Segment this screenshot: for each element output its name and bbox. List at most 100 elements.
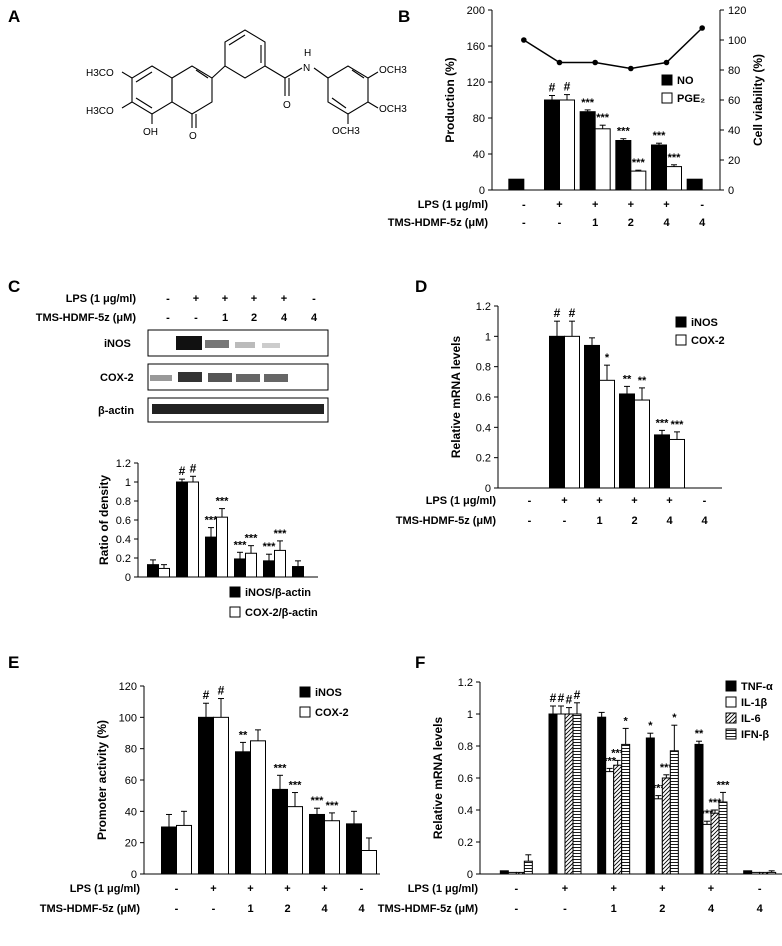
condition-lps-value: - <box>700 199 704 211</box>
significance-label: *** <box>717 779 731 791</box>
blot-label-inos: iNOS <box>104 338 131 350</box>
y-tick-label: 40 <box>473 149 485 161</box>
y-axis-title: Relative mRNA levels <box>431 717 445 840</box>
legend-swatch <box>661 74 673 86</box>
bar <box>161 826 177 875</box>
legend-swatch <box>725 680 737 692</box>
condition-tms-value: 2 <box>251 312 257 324</box>
condition-tms-value: 2 <box>631 515 637 527</box>
band-cox2-2 <box>178 372 202 382</box>
viability-point <box>592 59 598 66</box>
bar <box>584 344 600 489</box>
condition-label-lps: LPS (1 μg/ml) <box>66 293 137 305</box>
band-inos-5 <box>262 343 280 348</box>
significance-label: * <box>648 720 653 732</box>
condition-tms-value: - <box>522 217 526 229</box>
significance-label: # <box>550 691 557 705</box>
bar <box>324 820 340 875</box>
significance-label: * <box>624 715 629 727</box>
y-tick-label: 40 <box>125 806 137 818</box>
condition-lps-value: + <box>321 883 327 895</box>
significance-label: *** <box>205 515 219 527</box>
bar <box>718 801 728 875</box>
panel-label-e: E <box>8 653 19 672</box>
bar <box>702 823 712 875</box>
condition-lps-value: + <box>561 495 567 507</box>
y-tick-label: 0 <box>131 869 137 881</box>
condition-tms-value: - <box>528 515 532 527</box>
condition-tms-value: - <box>166 312 170 324</box>
benzene-ring-c <box>327 65 369 115</box>
condition-tms-value: 4 <box>321 903 328 915</box>
significance-label: # <box>203 688 210 702</box>
significance-label: *** <box>596 112 610 124</box>
significance-label: # <box>566 693 573 707</box>
chemical-structure <box>121 29 379 128</box>
bar <box>499 870 509 875</box>
condition-label-tms: TMS-HDMF-5z (μM) <box>40 903 141 915</box>
bar <box>287 806 303 875</box>
condition-lps-value: - <box>360 883 364 895</box>
viability-point <box>556 59 563 66</box>
significance-label: *** <box>632 157 646 169</box>
chem-group-n: N <box>303 63 310 74</box>
legend-label: COX-2 <box>691 335 725 347</box>
y-tick-label: 1 <box>485 331 491 343</box>
condition-tms-value: 1 <box>611 903 617 915</box>
legend-label: COX-2/β-actin <box>245 607 318 619</box>
condition-tms-value: - <box>563 903 567 915</box>
significance-label: ** <box>695 728 704 740</box>
y-tick-label: 200 <box>467 5 485 17</box>
condition-lps-value: + <box>659 883 665 895</box>
bar <box>666 166 682 191</box>
condition-tms-value: - <box>563 515 567 527</box>
y-tick-label: 0.4 <box>116 534 131 546</box>
condition-lps-value: - <box>312 293 316 305</box>
bar <box>361 850 377 875</box>
bar <box>572 713 582 875</box>
bar <box>508 178 525 191</box>
condition-lps-value: + <box>556 199 562 211</box>
y2-axis-title: Cell viability (%) <box>751 54 765 146</box>
condition-tms-value: - <box>175 903 179 915</box>
bar <box>619 393 635 489</box>
legend-label: COX-2 <box>315 707 349 719</box>
legend-swatch <box>229 586 241 598</box>
legend-swatch <box>725 696 737 708</box>
legend-swatch <box>229 606 241 618</box>
significance-label: *** <box>274 528 288 540</box>
legend-swatch <box>675 316 687 328</box>
condition-lps-value: + <box>193 293 199 305</box>
condition-lps-value: + <box>247 883 253 895</box>
bar <box>176 824 192 875</box>
condition-tms-value: - <box>194 312 198 324</box>
significance-label: # <box>218 684 225 698</box>
condition-lps-value: + <box>592 199 598 211</box>
y-tick-label: 0 <box>479 185 485 197</box>
legend-label: PGE₂ <box>677 93 705 105</box>
condition-lps-value: + <box>663 199 669 211</box>
bar <box>213 716 229 875</box>
y-tick-label: 0.4 <box>458 805 473 817</box>
condition-lps-value: + <box>281 293 287 305</box>
condition-tms-value: 4 <box>663 217 670 229</box>
condition-lps-value: - <box>703 495 707 507</box>
significance-label: *** <box>656 417 670 429</box>
blot-label-actin: β-actin <box>98 405 134 417</box>
significance-label: # <box>574 688 581 702</box>
bar <box>759 871 769 875</box>
legend-label: TNF-α <box>741 681 773 693</box>
y-tick-label: 0.6 <box>476 392 491 404</box>
bar <box>158 567 170 578</box>
bar <box>544 99 560 191</box>
viability-point <box>628 65 634 72</box>
bar <box>613 764 623 875</box>
condition-lps-value: + <box>596 495 602 507</box>
condition-tms-value: 4 <box>699 217 706 229</box>
bar <box>245 552 257 578</box>
bar <box>346 823 362 875</box>
y2-tick-label: 0 <box>728 185 734 197</box>
bar <box>630 170 647 191</box>
bar <box>743 870 753 875</box>
